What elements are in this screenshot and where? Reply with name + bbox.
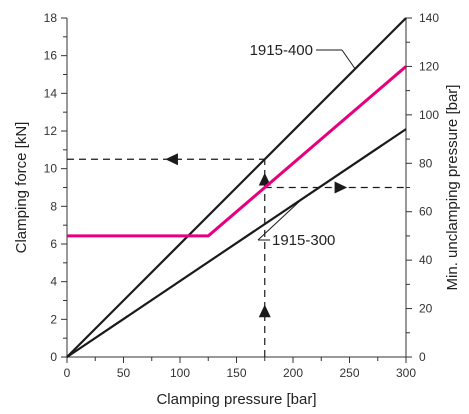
y-left-tick-label: 12 — [44, 124, 58, 138]
y-right-tick-label: 120 — [419, 59, 439, 73]
series-line-unclamping-pressure — [67, 65, 407, 238]
annotation-1915-400: 1915-400 — [250, 42, 313, 59]
y-right-tick-label: 60 — [419, 205, 433, 219]
arrow-right-icon — [334, 181, 348, 194]
labels: 0 50 100 150 200 250 3000246810121416180204060… — [13, 11, 461, 408]
y-right-tick-label: 100 — [419, 108, 439, 122]
leader-line-1915-300 — [257, 198, 303, 241]
guide-lines — [67, 153, 406, 357]
annotation-1915-300: 1915-300 — [272, 232, 335, 249]
y-left-tick-label: 2 — [50, 312, 57, 326]
y-left-tick-label: 8 — [50, 199, 57, 213]
arrow-up-upper-icon — [258, 172, 271, 186]
y-right-tick-label: 140 — [419, 11, 439, 25]
y-left-tick-label: 10 — [44, 162, 58, 176]
y-right-tick-label: 0 — [419, 350, 426, 364]
y-left-tick-label: 0 — [50, 350, 57, 364]
y-left-tick-label: 4 — [50, 275, 57, 289]
leader-line-1915-400-diag — [341, 49, 356, 70]
series-lines — [66, 17, 407, 358]
y-left-tick-label: 18 — [44, 11, 58, 25]
x-tick-label: 100 — [170, 366, 190, 380]
series-line-1915-400 — [66, 17, 407, 358]
x-axis-title: Clamping pressure [bar] — [156, 391, 316, 408]
y-right-tick-label: 20 — [419, 302, 433, 316]
y-left-tick-label: 6 — [50, 237, 57, 251]
arrow-up-lower-icon — [258, 304, 271, 318]
y-left-tick-label: 14 — [44, 86, 58, 100]
y-right-tick-label: 40 — [419, 253, 433, 267]
x-tick-label: 50 — [117, 366, 131, 380]
x-tick-label: 300 — [396, 366, 416, 380]
series-line-1915-300 — [66, 128, 407, 358]
y-right-axis-title: Min. unclamping pressure [bar] — [444, 85, 461, 291]
y-left-axis-title: Clamping force [kN] — [13, 122, 30, 254]
axes — [61, 17, 412, 363]
x-tick-label: 0 — [64, 366, 71, 380]
x-tick-label: 250 — [339, 366, 359, 380]
arrow-left-icon — [165, 153, 178, 166]
y-right-tick-label: 80 — [419, 156, 433, 170]
x-tick-label: 200 — [283, 366, 303, 380]
y-left-tick-label: 16 — [44, 49, 58, 63]
x-tick-label: 150 — [226, 366, 246, 380]
